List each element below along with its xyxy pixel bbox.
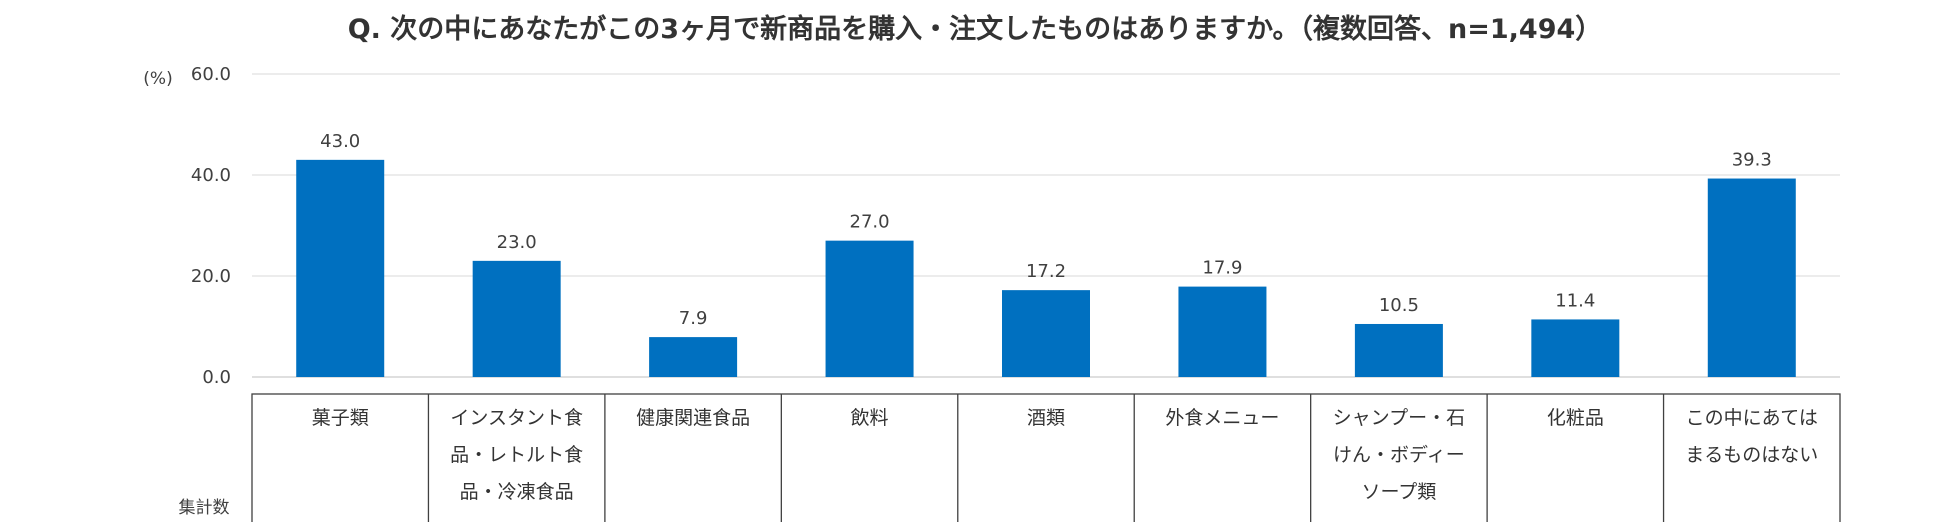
category-label-line: インスタント食 — [450, 407, 583, 429]
chart-title: Q. 次の中にあなたがこの3ヶ月で新商品を購入・注文したものはありますか。（複数… — [348, 13, 1603, 45]
category-label: 飲料 — [851, 407, 889, 429]
bar — [1531, 319, 1620, 377]
category-label-line: 飲料 — [851, 407, 889, 429]
category-label-line: 化粧品 — [1547, 407, 1604, 429]
y-tick-label: 20.0 — [191, 266, 231, 287]
category-label: 外食メニュー — [1165, 407, 1279, 429]
bar — [825, 240, 914, 377]
y-axis-ticks: 0.0 20.0 40.0 60.0 — [191, 64, 231, 388]
data-label: 27.0 — [850, 212, 890, 233]
data-label: 43.0 — [320, 131, 360, 152]
category-label-line: けん・ボディー — [1333, 444, 1465, 466]
category-label-line: 品・冷凍食品 — [460, 481, 574, 503]
category-label-line: ソープ類 — [1361, 481, 1436, 503]
category-label-line: 健康関連食品 — [636, 407, 750, 429]
data-label: 39.3 — [1732, 150, 1772, 171]
category-label: 化粧品 — [1547, 407, 1604, 429]
category-label: 菓子類 — [312, 407, 369, 429]
y-tick-label: 40.0 — [191, 165, 231, 186]
category-label-line: 外食メニュー — [1165, 407, 1279, 429]
category-label: 酒類 — [1027, 407, 1065, 429]
category-label: シャンプー・石けん・ボディーソープ類 — [1333, 407, 1465, 503]
bar — [649, 337, 738, 377]
bar — [1178, 286, 1267, 377]
bar — [1002, 290, 1090, 377]
category-label-line: シャンプー・石 — [1333, 407, 1465, 429]
y-axis-unit-label: (%) — [143, 69, 172, 89]
y-tick-label: 60.0 — [191, 64, 231, 85]
data-label: 17.2 — [1026, 261, 1066, 282]
category-label-line: 品・レトルト食 — [450, 444, 583, 466]
data-label: 7.9 — [679, 308, 708, 329]
bar — [1707, 178, 1796, 377]
category-label: インスタント食品・レトルト食品・冷凍食品 — [450, 407, 583, 503]
category-table: 菓子類 インスタント食品・レトルト食品・冷凍食品 健康関連食品 飲料 酒類 外食メニュー シ… — [251, 393, 1841, 522]
data-label: 17.9 — [1202, 258, 1242, 279]
category-label-line: まるものはない — [1685, 444, 1818, 466]
category-label-line: 酒類 — [1027, 407, 1065, 429]
data-label: 11.4 — [1555, 290, 1595, 311]
category-label-line: この中にあては — [1686, 407, 1818, 429]
table-border — [251, 393, 1841, 522]
category-label: 健康関連食品 — [636, 407, 750, 429]
y-tick-label: 0.0 — [202, 367, 231, 388]
table-row-header: 集計数 — [179, 498, 230, 518]
bar — [472, 260, 561, 377]
bar — [296, 159, 385, 377]
data-labels: 43.0 23.0 7.9 27.0 17.2 17.9 10.5 11.4 39.3 — [320, 131, 1772, 329]
category-label-line: 菓子類 — [312, 407, 369, 429]
category-label: この中にあてはまるものはない — [1685, 407, 1818, 466]
data-label: 10.5 — [1379, 295, 1419, 316]
data-label: 23.0 — [497, 232, 537, 253]
bar — [1354, 323, 1443, 377]
bars — [296, 159, 1796, 377]
